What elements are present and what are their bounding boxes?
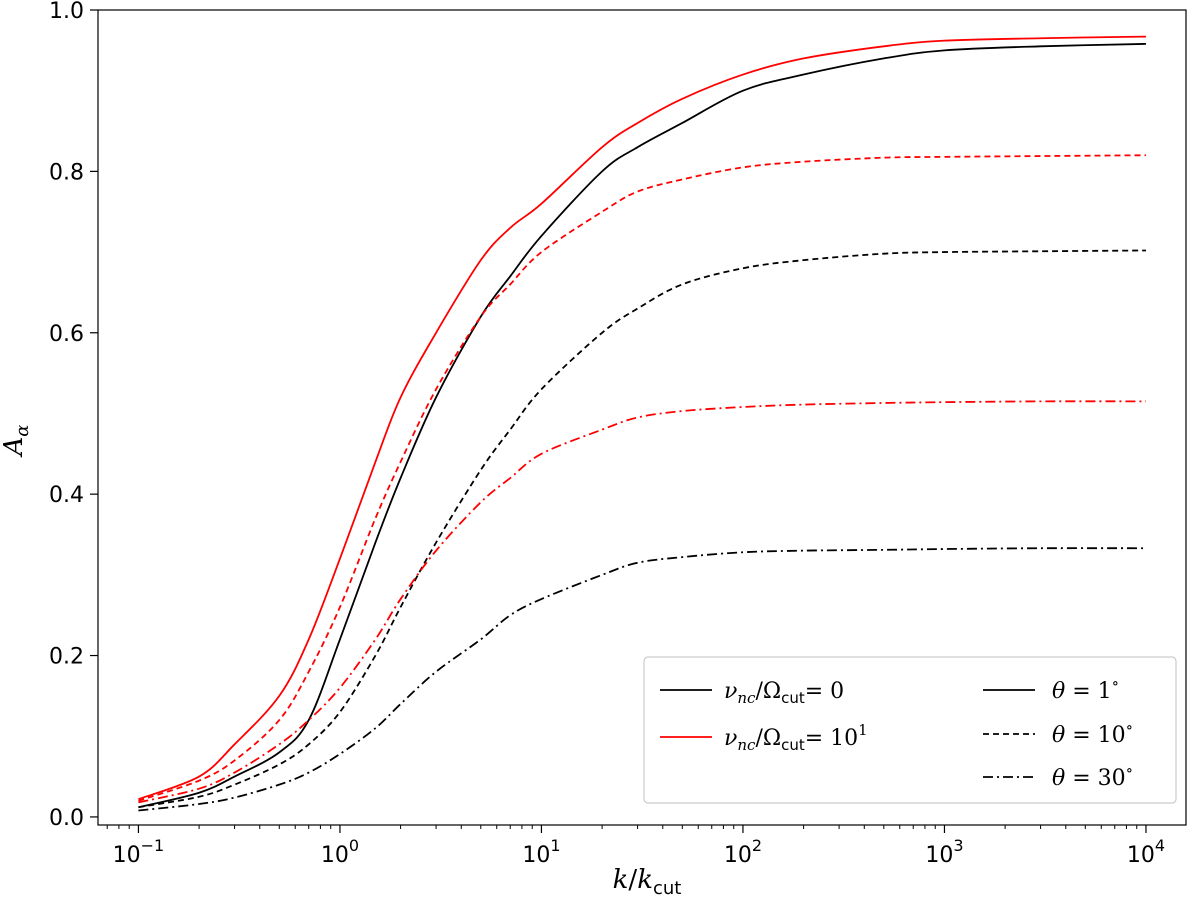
series-lines xyxy=(138,35,1146,812)
series-line-nu10-theta1 xyxy=(138,35,1146,801)
y-tick-label-4: 0.8 xyxy=(49,160,84,185)
x-tick-label-0: 10−1 xyxy=(113,836,165,868)
x-axis-label: k/kcut xyxy=(613,865,682,899)
x-tick-label-1: 100 xyxy=(321,836,359,868)
series-line-nu0-theta30 xyxy=(138,547,1146,812)
x-tick-label-5: 104 xyxy=(1127,836,1165,868)
x-tick-label-2: 101 xyxy=(522,836,560,868)
series-line-nu0-theta10 xyxy=(138,249,1146,809)
legend-label-theta30: θ = 30∘ xyxy=(1052,761,1133,791)
y-tick-label-1: 0.2 xyxy=(49,645,84,670)
x-axis-ticks: 10−1 100 101 102 103 104 xyxy=(106,825,1165,868)
y-tick-label-0: 0.0 xyxy=(49,806,84,831)
x-tick-label-3: 102 xyxy=(724,836,762,868)
y-tick-label-5: 1.0 xyxy=(49,0,84,24)
y-axis-label: Aα xyxy=(0,425,33,458)
legend-label-nu10: νnc/Ωcut= 101 xyxy=(724,721,868,754)
series-line-nu0-theta1 xyxy=(138,42,1146,809)
legend: νnc/Ωcut= 0 νnc/Ωcut= 101 θ = 1∘ θ = 10∘… xyxy=(643,656,1177,804)
legend-label-nu0: νnc/Ωcut= 0 xyxy=(724,679,844,707)
y-tick-label-3: 0.6 xyxy=(49,322,84,347)
legend-label-theta1: θ = 1∘ xyxy=(1052,674,1119,704)
legend-box xyxy=(643,656,1177,804)
y-axis-ticks: 0.0 0.2 0.4 0.6 0.8 1.0 xyxy=(49,0,98,831)
y-tick-label-2: 0.4 xyxy=(49,483,84,508)
x-tick-label-4: 103 xyxy=(925,836,963,868)
legend-label-theta10: θ = 10∘ xyxy=(1052,718,1133,748)
series-line-nu10-theta10 xyxy=(138,154,1146,802)
